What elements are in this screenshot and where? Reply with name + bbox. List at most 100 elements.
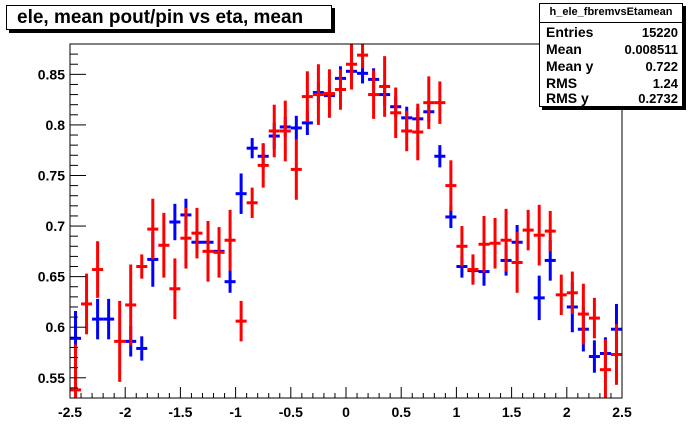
data-point — [169, 203, 181, 241]
y-tick-label: 0.85 — [38, 66, 65, 82]
stats-label: RMS y — [546, 90, 589, 106]
data-point — [301, 71, 313, 122]
stats-value: 0.008511 — [624, 42, 678, 57]
data-point — [566, 271, 578, 315]
data-point — [478, 215, 490, 273]
data-point — [290, 115, 302, 141]
data-point — [533, 275, 545, 321]
data-point — [114, 300, 126, 382]
data-point — [467, 254, 479, 285]
data-point — [224, 209, 236, 271]
stats-value: 15220 — [641, 25, 678, 40]
data-point — [257, 143, 269, 188]
data-point — [401, 110, 413, 152]
stats-label: Entries — [546, 24, 594, 40]
data-point — [180, 207, 192, 269]
chart-axes: -2.5 -2 -1.5 -1 -0.5 0 0.5 1 1.5 2 2.5 0.55 0.6 0.65 0… — [38, 43, 632, 420]
series-1 — [70, 44, 622, 398]
data-point — [423, 76, 435, 129]
data-point — [533, 204, 545, 266]
data-point — [588, 340, 600, 373]
stats-value: 1.24 — [652, 76, 678, 91]
stats-row-rms: RMS 1.24 — [546, 75, 678, 91]
y-tick-label: 0.55 — [38, 370, 65, 386]
stats-value: 0.2732 — [638, 91, 678, 106]
data-point — [279, 100, 291, 162]
data-point — [224, 270, 236, 293]
x-tick-label: 1.5 — [502, 404, 522, 420]
data-point — [434, 81, 446, 124]
data-point — [191, 207, 203, 259]
x-tick-label: 2 — [563, 404, 571, 420]
data-point — [500, 208, 512, 272]
y-tick-label: 0.6 — [46, 319, 66, 335]
data-point — [489, 217, 501, 269]
data-point — [334, 69, 346, 110]
data-point — [290, 139, 302, 200]
y-tick-label: 0.7 — [46, 218, 66, 234]
data-point — [588, 297, 600, 339]
data-point — [246, 187, 258, 218]
data-point — [235, 173, 247, 214]
data-point — [544, 210, 556, 252]
data-point — [136, 254, 148, 279]
data-point — [92, 298, 104, 340]
data-point — [555, 274, 567, 316]
data-point — [70, 344, 82, 398]
data-point — [434, 145, 446, 168]
y-tick-label: 0.65 — [38, 269, 65, 285]
stats-row-entries: Entries 15220 — [546, 24, 678, 40]
chart-title-box: ele, mean pout/pin vs eta, mean — [6, 5, 332, 30]
y-tick-label: 0.8 — [46, 117, 66, 133]
data-point — [323, 69, 335, 118]
x-tick-label: -1.5 — [168, 404, 192, 420]
x-tick-label: -1 — [229, 404, 242, 420]
data-point — [368, 70, 380, 119]
stats-box: h_ele_fbremvsEtamean Entries 15220 Mean … — [539, 3, 683, 107]
stats-value: 0.722 — [645, 59, 678, 74]
data-point — [147, 198, 159, 260]
data-point — [92, 241, 104, 298]
x-tick-label: -0.5 — [279, 404, 303, 420]
data-point — [357, 44, 369, 69]
data-point — [379, 56, 391, 117]
chart-title: ele, mean pout/pin vs eta, mean — [17, 7, 304, 28]
x-tick-label: 2.5 — [612, 404, 632, 420]
x-tick-label: 1 — [453, 404, 461, 420]
data-point — [158, 212, 170, 278]
data-point — [346, 44, 358, 90]
stats-label: Mean — [546, 41, 582, 57]
data-point — [169, 258, 181, 320]
data-point — [103, 298, 115, 340]
data-point — [599, 339, 611, 398]
data-point — [235, 300, 247, 342]
x-tick-label: 0 — [342, 404, 350, 420]
data-point — [511, 232, 523, 293]
data-point — [125, 264, 137, 346]
stats-label: Mean y — [546, 58, 594, 74]
data-point — [577, 283, 589, 345]
data-point — [213, 227, 225, 278]
stats-row-rms-y: RMS y 0.2732 — [546, 90, 678, 106]
data-point — [522, 209, 534, 251]
stats-label: RMS — [546, 75, 578, 91]
data-point — [610, 324, 622, 385]
data-point — [412, 103, 424, 161]
x-tick-label: 0.5 — [391, 404, 411, 420]
data-point — [268, 104, 280, 158]
stats-histogram-name: h_ele_fbremvsEtamean — [540, 4, 682, 23]
stats-row-mean: Mean 0.008511 — [546, 41, 678, 57]
x-tick-label: -2.5 — [58, 404, 82, 420]
data-point — [81, 273, 93, 335]
data-point — [456, 226, 468, 267]
data-point — [312, 64, 324, 125]
stats-row-mean-y: Mean y 0.722 — [546, 58, 678, 74]
chart-marks — [70, 44, 622, 398]
y-tick-label: 0.75 — [38, 167, 65, 183]
x-tick-label: -2 — [119, 404, 132, 420]
data-point — [202, 221, 214, 282]
data-point — [136, 336, 148, 361]
data-point — [246, 138, 258, 159]
data-point — [390, 87, 402, 139]
